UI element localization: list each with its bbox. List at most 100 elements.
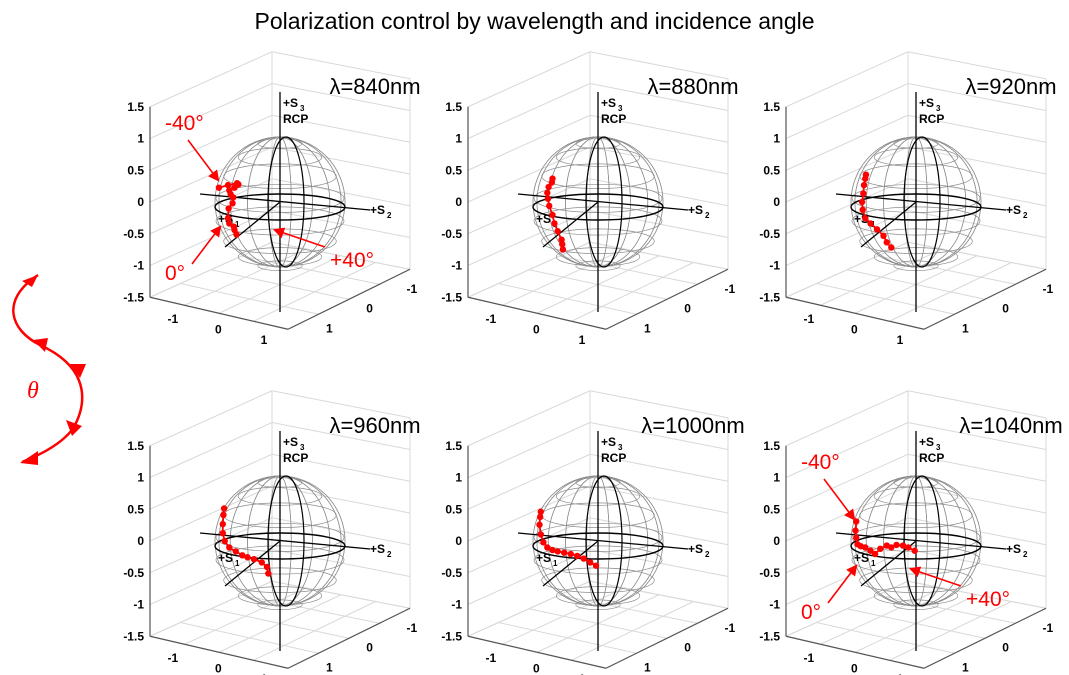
y-tick-label: 0 [1002,302,1009,316]
data-point [592,562,600,569]
box-gridline [589,83,729,111]
theta-indicator: θ [12,273,86,465]
y-tick-label: 1 [962,321,969,335]
box-gridline [785,114,909,171]
s3-subscript: 3 [936,104,941,113]
box-gridline [907,549,1047,577]
floor-gridline [589,241,729,270]
stokes-axes [835,431,1007,651]
annotation: 0° [165,225,222,285]
floor-gridline [241,594,380,624]
floor-gridline [571,601,694,661]
theta-arrowhead-lower [66,420,82,436]
s2-label: +S [688,542,703,556]
box-gridline [589,178,729,207]
data-point [232,548,239,555]
figure-title: Polarization control by wavelength and i… [254,8,815,34]
axes-edges [785,106,1047,330]
annotation-arrow [272,227,326,248]
s1-subscript: 1 [553,559,558,568]
data-point [537,531,544,538]
box-gridline [589,51,729,80]
y-tick-label: -1 [1042,621,1053,635]
sphere-panel-1: 1.510.50-0.5-1-1.5-10110-1+S3RCP+S2+S1λ=… [123,51,421,347]
data-point [854,541,861,548]
data-point [877,545,884,552]
y-tick-label: -1 [406,621,417,635]
x-tick-label: -1 [168,651,179,665]
z-tick-label: 1 [455,132,462,146]
rcp-label: RCP [601,112,626,126]
box-gridline [271,549,411,577]
x-tick-label: -1 [486,312,497,326]
y-tick-label: -1 [724,621,735,635]
s3-subscript: 3 [936,443,941,452]
s3-subscript: 3 [300,443,305,452]
s2-label: +S [370,542,385,556]
s2-subscript: 2 [1023,211,1028,220]
annotation: -40° [165,112,220,182]
z-tick-label: 0.5 [763,163,780,177]
s3-label: +S [283,435,298,449]
box-gridline [467,549,591,605]
z-tick-label: 0 [137,534,144,548]
z-tick-label: 1.5 [127,100,144,114]
x-tick-label: 1 [261,333,268,347]
z-tick-label: -0.5 [123,566,144,580]
box-gridline [907,178,1047,207]
sphere-panel-5: 1.510.50-0.5-1-1.5-10110-1+S3RCP+S2+S1λ=… [441,390,745,675]
z-tick-label: 1 [137,471,144,485]
data-point [544,544,551,551]
data-point [225,205,232,212]
box-gridline [271,517,411,546]
axes-edges [149,106,411,330]
s1-label: +S [218,551,233,565]
x-tick-label: 1 [897,672,904,675]
data-point [233,179,241,187]
box-gridline [907,517,1047,546]
z-tick-label: 0.5 [763,502,780,516]
z-tick-label: -1 [451,598,462,612]
data-point [911,547,918,554]
panels: 1.510.50-0.5-1-1.5-10110-1+S3RCP+S2+S1λ=… [123,51,1063,675]
data-point [559,246,567,253]
box-gridline [467,146,591,203]
data-point [883,542,890,549]
s3-label: +S [919,435,934,449]
box-gridline [785,83,909,139]
z-tick-label: 1 [137,132,144,146]
z-tick-label: -1 [133,598,144,612]
s1-subscript: 1 [871,559,876,568]
s1-axis [542,201,599,248]
x-axis-line [467,296,607,330]
z-tick-label: 1.5 [445,100,462,114]
z-tick-label: 1.5 [763,100,780,114]
data-point [230,223,238,230]
panel-title: λ=1000nm [641,413,744,438]
z-tick-label: 0 [773,195,780,209]
data-point [536,521,543,528]
data-point [852,527,859,534]
floor-gridline [253,262,376,322]
sphere-panel-3: 1.510.50-0.5-1-1.5-10110-1+S3RCP+S2+S1λ=… [759,51,1057,347]
y-axis-line [923,268,1047,330]
z-tick-label: -1 [769,598,780,612]
box-gridline [271,178,411,207]
equator [532,532,664,560]
annotation-arrow [908,566,962,587]
data-point [244,554,251,561]
box-gridline [467,485,591,542]
x-tick-label: -1 [804,651,815,665]
floor-gridline [253,601,376,661]
floor-gridline [571,262,694,322]
data-point [860,181,868,189]
box-gridline [907,422,1047,450]
box-gridline [785,178,909,235]
z-tick-label: -0.5 [123,227,144,241]
floor-gridline [907,241,1047,270]
z-tick-label: 0.5 [445,502,462,516]
data-point [224,215,232,222]
axes-edges [149,445,411,669]
box-gridline [589,422,729,450]
s1-subscript: 1 [235,559,240,568]
